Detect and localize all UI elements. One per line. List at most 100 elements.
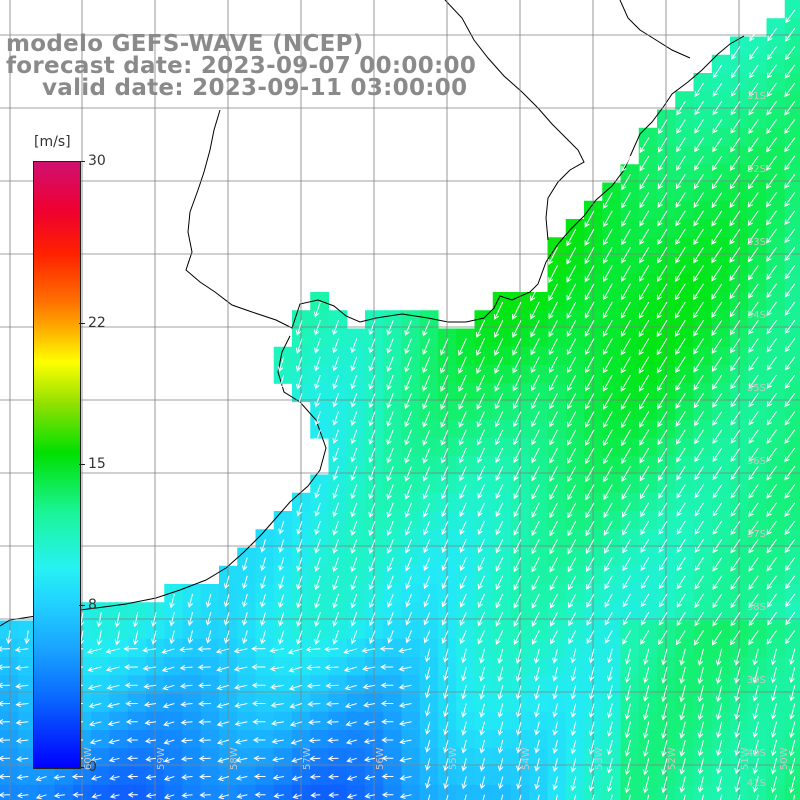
wind-speed-cell: [602, 182, 622, 202]
wind-arrow: [766, 593, 777, 608]
wind-arrow: [730, 137, 741, 153]
wind-arrow: [327, 755, 339, 762]
wind-arrow: [534, 758, 540, 772]
wind-speed-cell: [602, 219, 622, 238]
wind-arrow: [495, 575, 504, 591]
wind-speed-cell: [401, 401, 421, 421]
wind-arrow: [621, 247, 631, 264]
wind-arrow: [314, 338, 321, 354]
wind-speed-cell: [273, 602, 293, 622]
wind-arrow: [784, 119, 796, 134]
wind-speed-cell: [766, 36, 786, 56]
wind-arrow: [368, 557, 376, 573]
colorbar-tick-mark: [79, 464, 85, 465]
wind-speed-cell: [346, 602, 366, 622]
wind-speed-cell: [693, 456, 713, 476]
wind-speed-cell: [127, 675, 147, 695]
wind-arrow: [494, 338, 504, 357]
wind-arrow: [656, 301, 668, 319]
wind-arrow: [766, 228, 777, 244]
wind-arrow: [497, 648, 504, 665]
wind-arrow: [621, 265, 631, 282]
wind-arrow: [658, 557, 668, 571]
wind-arrow: [693, 356, 704, 373]
wind-arrow: [748, 429, 759, 444]
wind-arrow: [461, 721, 467, 736]
wind-arrow: [404, 502, 412, 518]
wind-arrow: [440, 338, 449, 356]
wind-speed-cell: [547, 365, 567, 384]
wind-speed-cell: [127, 766, 147, 786]
wind-arrow: [622, 520, 631, 536]
wind-arrow: [657, 393, 668, 410]
wind-arrow: [513, 447, 522, 464]
wind-arrow: [328, 792, 339, 798]
wind-speed-cell: [693, 292, 713, 311]
wind-speed-cell: [511, 383, 530, 403]
wind-arrow: [620, 320, 631, 338]
wind-arrow: [314, 539, 321, 554]
wind-speed-cell: [638, 456, 658, 476]
wind-arrow: [729, 228, 741, 245]
wind-speed-cell: [255, 565, 275, 585]
wind-arrow: [784, 320, 796, 335]
longitude-label: 57W: [302, 747, 313, 770]
wind-arrow: [711, 630, 723, 646]
wind-speed-cell: [419, 310, 439, 330]
wind-arrow: [784, 466, 796, 481]
wind-speed-cell: [529, 292, 549, 311]
wind-arrow: [513, 612, 522, 627]
wind-speed-cell: [711, 711, 731, 731]
wind-speed-cell: [328, 365, 348, 384]
wind-arrow: [260, 593, 266, 608]
wind-arrow: [479, 685, 485, 700]
wind-speed-cell: [620, 346, 640, 366]
wind-arrow: [766, 612, 777, 626]
wind-speed-cell: [492, 511, 512, 530]
wind-arrow: [132, 612, 139, 628]
wind-speed-cell: [164, 730, 184, 749]
wind-arrow: [784, 539, 796, 554]
wind-arrow: [766, 64, 777, 79]
wind-speed-cell: [383, 456, 403, 476]
wind-arrow: [642, 776, 650, 794]
wind-arrow: [16, 756, 29, 762]
wind-speed-cell: [784, 292, 800, 311]
wind-arrow: [694, 575, 704, 590]
wind-speed-cell: [292, 365, 311, 384]
wind-arrow: [789, 703, 796, 720]
wind-speed-cell: [474, 310, 494, 330]
wind-arrow: [422, 356, 431, 374]
wind-speed-cell: [784, 182, 800, 202]
wind-arrow: [638, 338, 650, 356]
wind-speed-cell: [766, 219, 786, 238]
wind-arrow: [756, 794, 759, 800]
wind-arrow: [443, 776, 449, 790]
wind-speed-cell: [711, 365, 731, 384]
wind-arrow: [477, 466, 485, 482]
wind-arrow: [603, 429, 613, 447]
wind-arrow: [151, 630, 157, 645]
wind-speed-cell: [182, 748, 202, 768]
wind-arrow: [694, 484, 704, 499]
wind-arrow: [350, 484, 358, 500]
wind-speed-cell: [365, 492, 384, 512]
wind-arrow: [0, 737, 11, 744]
wind-arrow: [693, 210, 704, 227]
wind-arrow: [784, 247, 796, 262]
wind-speed-cell: [657, 620, 676, 640]
wind-arrow: [784, 484, 796, 499]
wind-speed-cell: [584, 200, 603, 220]
wind-speed-cell: [456, 748, 476, 768]
wind-speed-cell: [456, 602, 476, 622]
wind-speed-cell: [401, 584, 421, 603]
wind-arrow: [145, 774, 157, 781]
wind-speed-cell: [657, 365, 676, 384]
wind-arrow: [398, 665, 412, 672]
colorbar-tick-mark: [79, 767, 85, 768]
longitude-label: 60W: [83, 747, 94, 770]
wind-arrow: [622, 593, 631, 608]
wind-arrow: [679, 721, 686, 739]
wind-arrow: [730, 429, 741, 444]
wind-arrow: [657, 429, 668, 446]
